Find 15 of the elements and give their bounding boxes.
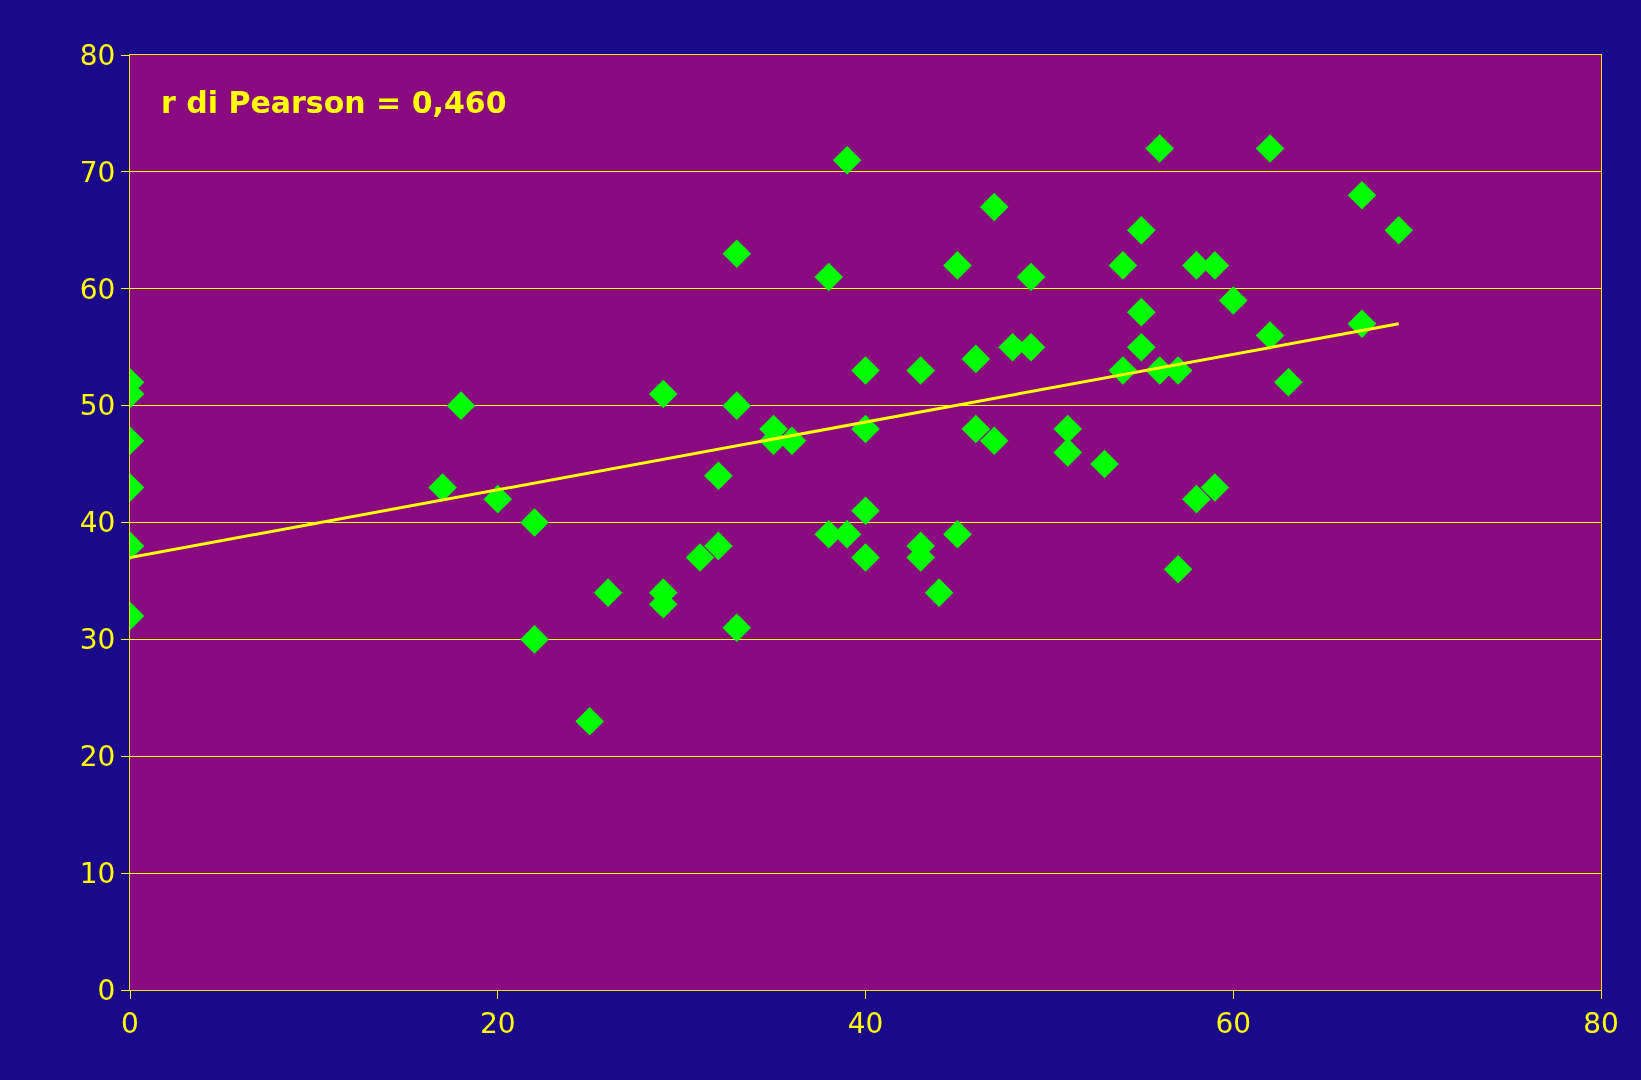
y-tick-label: 60: [79, 272, 116, 306]
y-tick-label: 0: [97, 973, 116, 1007]
x-tick-label: 20: [479, 1006, 516, 1040]
y-tick-label: 20: [79, 740, 116, 774]
y-tick-label: 80: [79, 38, 116, 72]
x-tick-label: 40: [847, 1006, 884, 1040]
x-tick-label: 0: [121, 1006, 139, 1040]
x-tick-label: 80: [1583, 1006, 1619, 1040]
annotation: r di Pearson = 0,460: [161, 85, 507, 120]
y-tick-label: 10: [79, 856, 116, 890]
y-tick-label: 50: [79, 389, 116, 423]
y-tick-label: 70: [79, 155, 116, 189]
y-tick-label: 30: [79, 623, 116, 657]
x-tick-label: 60: [1215, 1006, 1252, 1040]
y-tick-label: 40: [79, 506, 116, 540]
